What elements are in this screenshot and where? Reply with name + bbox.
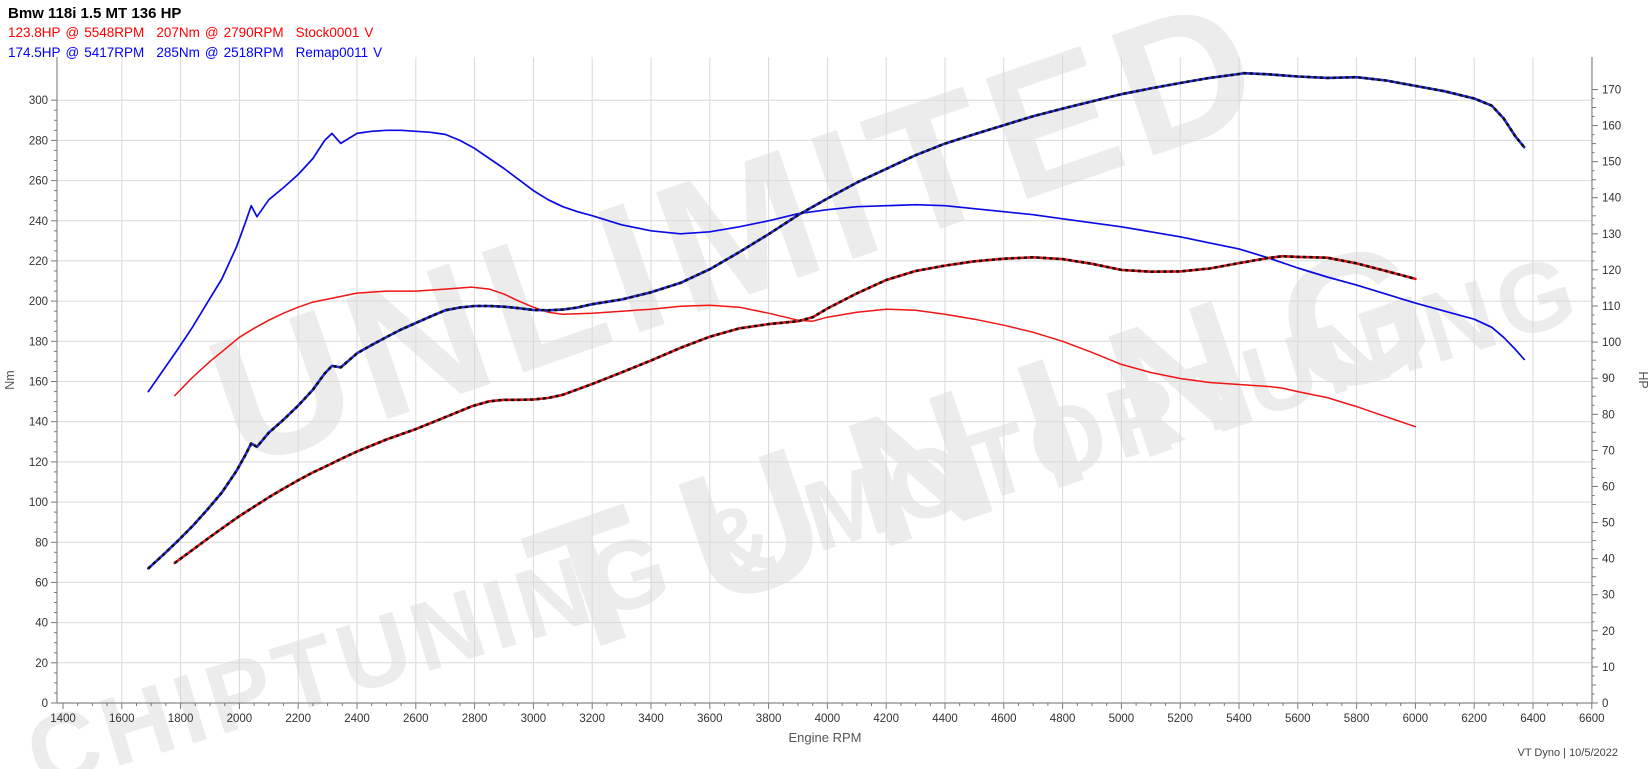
hp-tick-label: 80 <box>1602 409 1615 421</box>
x-tick-label: 6200 <box>1461 713 1487 725</box>
hp-tick-label: 50 <box>1602 518 1615 530</box>
stock-max-hp: 123.8HP <box>8 25 61 40</box>
nm-tick-label: 200 <box>29 296 48 308</box>
y-axis-right-title: HP <box>1636 371 1648 388</box>
dyno-credit: VT Dyno | 10/5/2022 <box>1517 747 1619 759</box>
x-tick-label: 2800 <box>462 713 488 725</box>
legend-row-stock[interactable]: 123.8HP @5548RPM 207Nm @2790RPM Stock0001 V <box>8 23 387 43</box>
hp-tick-label: 140 <box>1602 193 1621 205</box>
nm-tick-label: 220 <box>29 256 48 268</box>
x-tick-label: 1400 <box>50 713 76 725</box>
hp-tick-label: 110 <box>1602 301 1620 313</box>
x-tick-label: 3800 <box>756 713 782 725</box>
remap-max-hp: 174.5HP <box>8 45 61 60</box>
hp-tick-label: 90 <box>1602 373 1615 385</box>
x-tick-label: 5800 <box>1344 713 1370 725</box>
nm-tick-label: 260 <box>29 176 48 188</box>
hp-tick-label: 70 <box>1602 445 1615 457</box>
y-axis-left: 0 20 40 60 80 100 120 140 160 180 200 220 240 260 280 3… <box>3 95 57 710</box>
x-tick-label: 6000 <box>1403 713 1429 725</box>
at-sign: @ <box>204 45 219 60</box>
x-tick-label: 2200 <box>285 713 311 725</box>
x-tick-label: 2400 <box>344 713 370 725</box>
legend-row-remap[interactable]: 174.5HP @5417RPM 285Nm @2518RPM Remap0011 V <box>8 43 387 63</box>
at-sign: @ <box>65 45 80 60</box>
nm-tick-label: 100 <box>29 497 48 509</box>
x-tick-label: 6600 <box>1579 713 1605 725</box>
hp-tick-label: 130 <box>1602 229 1621 241</box>
remap-max-hp-rpm: 5417RPM <box>84 45 145 60</box>
x-tick-label: 2600 <box>403 713 429 725</box>
curve-stock-power <box>173 254 1417 565</box>
x-tick-label: 1800 <box>168 713 194 725</box>
x-tick-label: 2000 <box>227 713 253 725</box>
nm-tick-label: 280 <box>29 135 48 147</box>
y-axis-left-title: Nm <box>3 370 17 389</box>
hp-tick-label: 100 <box>1602 337 1621 349</box>
hp-tick-label: 150 <box>1602 157 1621 169</box>
x-tick-label: 5000 <box>1109 713 1135 725</box>
x-tick-label: 4200 <box>873 713 899 725</box>
hp-tick-label: 20 <box>1602 626 1615 638</box>
nm-tick-label: 20 <box>35 658 48 670</box>
x-tick-label: 5200 <box>1167 713 1193 725</box>
y-axis-right: 0 10 20 30 40 50 60 70 80 90 100 110 120 130 140 150 160… <box>1592 85 1648 710</box>
remap-file-name: Remap0011 <box>295 45 369 60</box>
hp-tick-label: 10 <box>1602 662 1615 674</box>
x-tick-label: 4600 <box>991 713 1017 725</box>
hp-tick-label: 170 <box>1602 85 1621 97</box>
curve-stock-torque <box>173 286 1417 428</box>
curve-remap-power <box>147 71 1526 570</box>
nm-tick-label: 80 <box>35 537 48 549</box>
nm-tick-label: 180 <box>29 336 48 348</box>
x-tick-label: 1600 <box>109 713 135 725</box>
nm-tick-label: 0 <box>42 698 48 710</box>
remap-check-mark: V <box>373 45 383 60</box>
nm-tick-label: 140 <box>29 417 48 429</box>
stock-check-mark: V <box>364 25 374 40</box>
at-sign: @ <box>204 25 219 40</box>
x-tick-label: 3200 <box>579 713 605 725</box>
page-title: Bmw 118i 1.5 MT 136 HP <box>8 5 182 22</box>
x-tick-label: 4800 <box>1050 713 1076 725</box>
nm-tick-label: 120 <box>29 457 48 469</box>
hp-tick-label: 30 <box>1602 590 1615 602</box>
stock-file-name: Stock0001 <box>295 25 360 40</box>
nm-tick-label: 160 <box>29 377 48 389</box>
legend: 123.8HP @5548RPM 207Nm @2790RPM Stock0001 V 1… <box>8 23 387 63</box>
x-tick-label: 3600 <box>697 713 723 725</box>
hp-tick-label: 160 <box>1602 121 1621 133</box>
stock-max-nm: 207Nm <box>156 25 200 40</box>
remap-max-nm-rpm: 2518RPM <box>223 45 284 60</box>
x-tick-label: 4400 <box>932 713 958 725</box>
curve-remap-torque <box>147 129 1526 393</box>
remap-max-nm: 285Nm <box>156 45 200 60</box>
hp-tick-label: 120 <box>1602 265 1621 277</box>
nm-tick-label: 240 <box>29 216 48 228</box>
hp-tick-label: 0 <box>1602 698 1608 710</box>
x-tick-label: 5400 <box>1226 713 1252 725</box>
x-tick-label: 5600 <box>1285 713 1311 725</box>
x-tick-label: 3400 <box>638 713 664 725</box>
nm-tick-label: 300 <box>29 95 48 107</box>
x-axis: 1400 1600 1800 2000 2200 2400 2600 2800 3000 3200… <box>50 703 1605 745</box>
nm-tick-label: 40 <box>35 618 48 630</box>
hp-tick-label: 60 <box>1602 482 1615 494</box>
x-axis-title: Engine RPM <box>789 730 862 745</box>
stock-max-nm-rpm: 2790RPM <box>223 25 284 40</box>
nm-tick-label: 60 <box>35 577 48 589</box>
at-sign: @ <box>65 25 80 40</box>
x-tick-label: 6400 <box>1520 713 1546 725</box>
hp-tick-label: 40 <box>1602 554 1615 566</box>
x-tick-label: 4000 <box>815 713 841 725</box>
stock-max-hp-rpm: 5548RPM <box>84 25 145 40</box>
x-tick-label: 3000 <box>521 713 547 725</box>
